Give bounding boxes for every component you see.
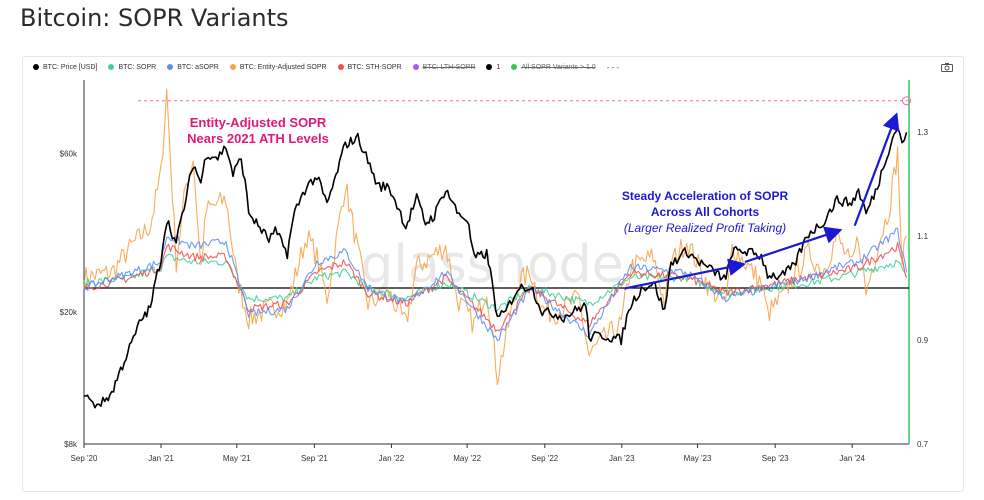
legend-item-asopr[interactable]: BTC: aSOPR — [167, 64, 219, 71]
legend-dot-icon — [229, 64, 236, 70]
y-left-tick-label: $20k — [60, 308, 78, 317]
annotation-layer: Entity-Adjusted SOPR Nears 2021 ATH Leve… — [187, 96, 911, 290]
legend-item-all-sopr-above-one[interactable]: All SOPR Variants > 1.0 — [511, 63, 596, 71]
legend-item-sopr[interactable]: BTC: SOPR — [108, 64, 156, 71]
x-tick-label: May '21 — [223, 454, 251, 463]
x-tick-label: Jan '23 — [609, 454, 635, 463]
x-tick-label: Jan '21 — [148, 454, 174, 463]
legend-label: BTC: LTH-SOPR — [422, 63, 476, 71]
y-right-tick-label: 1.3 — [917, 128, 929, 137]
annotation-ath-line1: Entity-Adjusted SOPR — [190, 115, 327, 130]
chart-card: BTC: Price [USD] BTC: SOPR BTC: aSOPR BT… — [22, 56, 964, 492]
legend-item-entity-sopr[interactable]: BTC: Entity-Adjusted SOPR — [229, 63, 327, 71]
series-layer — [83, 88, 908, 409]
legend-item-one[interactable]: 1 — [486, 64, 500, 71]
x-tick-label: Sep '20 — [71, 454, 98, 463]
x-tick-label: Sep '22 — [531, 454, 558, 463]
legend-label: BTC: Entity-Adjusted SOPR — [239, 63, 327, 71]
y-left-tick-label: $8k — [64, 440, 78, 449]
annotation-accel-line2: Across All Cohorts — [651, 205, 760, 219]
x-tick-label: Jan '22 — [379, 454, 405, 463]
legend-item-sth-sopr[interactable]: BTC: STH-SOPR — [337, 63, 402, 71]
trend-arrow — [624, 258, 747, 290]
page-title: Bitcoin: SOPR Variants — [20, 4, 289, 32]
asopr-line — [83, 227, 908, 342]
y-right-tick-label: 0.9 — [917, 336, 929, 345]
sopr-line — [83, 253, 908, 312]
ath-marker — [901, 96, 911, 106]
x-tick-label: May '22 — [453, 454, 481, 463]
legend-dot-icon — [486, 64, 493, 70]
x-tick-label: Sep '23 — [762, 454, 789, 463]
legend-label: All SOPR Variants > 1.0 — [521, 63, 596, 71]
annotation-accel-line1: Steady Acceleration of SOPR — [622, 189, 789, 203]
price-line — [83, 126, 908, 409]
x-tick-label: May '23 — [684, 454, 712, 463]
x-tick-label: Jan '24 — [839, 454, 865, 463]
annotation-accel-line3: (Larger Realized Profit Taking) — [624, 221, 786, 235]
chart-legend: BTC: Price [USD] BTC: SOPR BTC: aSOPR BT… — [33, 59, 619, 75]
x-tick-label: Sep '21 — [301, 454, 328, 463]
camera-icon[interactable] — [941, 63, 953, 72]
y-left-tick-label: $60k — [60, 150, 78, 159]
legend-label: BTC: STH-SOPR — [347, 63, 402, 71]
legend-dot-icon — [33, 64, 39, 70]
legend-item-price[interactable]: BTC: Price [USD] — [33, 64, 97, 71]
trend-arrow — [853, 112, 900, 226]
plot-frame — [83, 80, 910, 445]
legend-dot-icon — [108, 64, 115, 70]
annotation-ath-line2: Nears 2021 ATH Levels — [187, 131, 329, 146]
axis-layer: Sep '20 Jan '21 May '21 Sep '21 Jan '22 May '… — [60, 128, 929, 463]
legend-dot-icon — [511, 64, 518, 70]
legend-label: BTC: aSOPR — [177, 63, 219, 71]
legend-label: BTC: SOPR — [118, 63, 157, 71]
y-right-tick-label: 0.7 — [917, 440, 929, 449]
watermark: glassnode — [360, 235, 623, 295]
legend-dot-icon — [167, 64, 174, 70]
legend-label: 1 — [496, 63, 501, 71]
sth-sopr-line — [83, 241, 908, 332]
legend-dot-icon — [412, 64, 419, 70]
legend-label: BTC: Price [USD] — [43, 63, 98, 71]
trend-arrow — [744, 226, 843, 264]
legend-more-button[interactable]: - - - — [606, 62, 620, 72]
legend-dot-icon — [337, 64, 344, 70]
legend-item-lth-sopr[interactable]: BTC: LTH-SOPR — [412, 63, 476, 71]
y-right-tick-label: 1.1 — [917, 232, 929, 241]
